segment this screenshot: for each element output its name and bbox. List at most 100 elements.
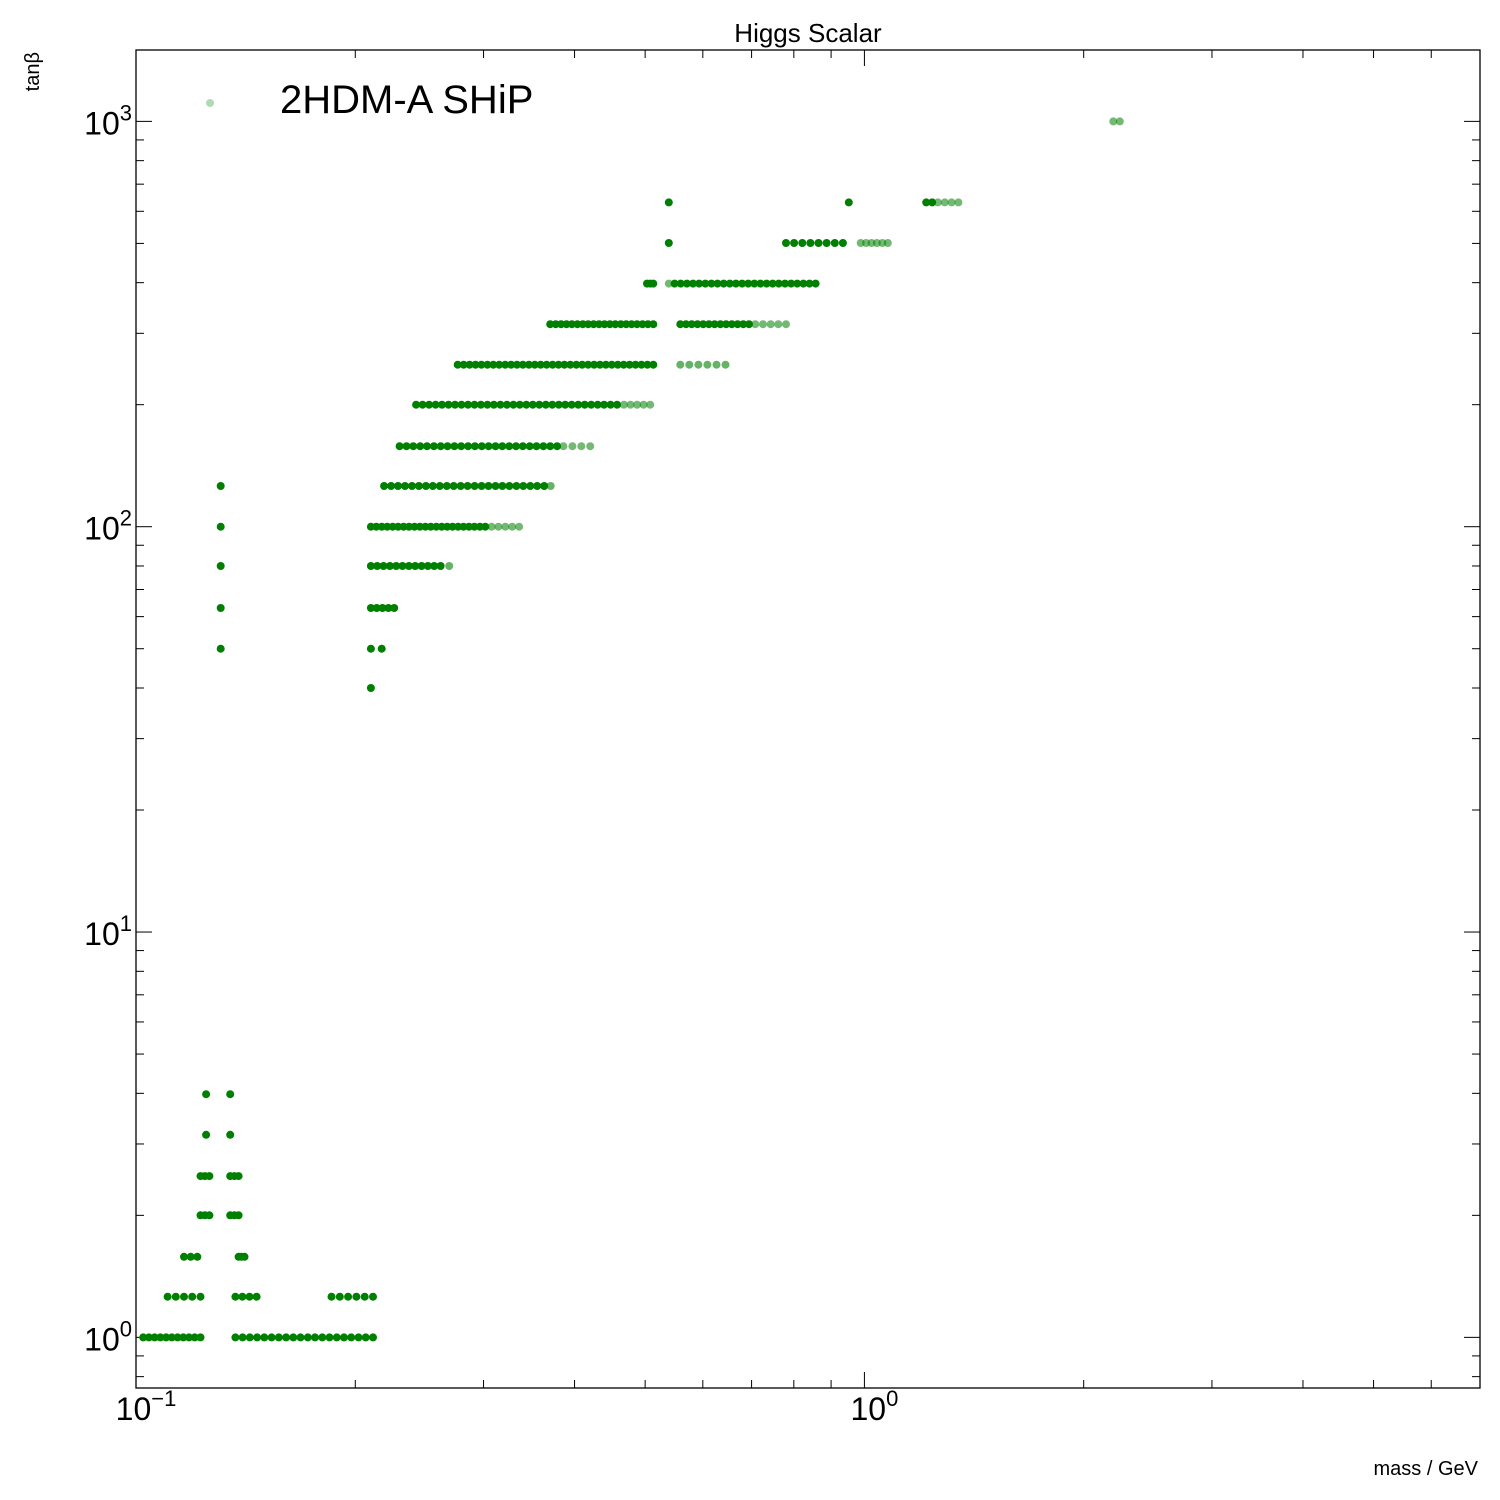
- data-point: [922, 198, 931, 207]
- data-point: [494, 522, 503, 531]
- data-point: [524, 360, 533, 369]
- legend-marker: [206, 99, 214, 107]
- data-point: [459, 522, 468, 531]
- data-point: [586, 442, 595, 451]
- data-point: [398, 562, 407, 570]
- data-point: [415, 522, 424, 531]
- data-point: [568, 442, 577, 451]
- data-point: [216, 644, 225, 653]
- data-point: [515, 400, 524, 409]
- data-point: [844, 198, 853, 207]
- data-point: [430, 562, 439, 570]
- data-point: [872, 239, 881, 247]
- data-point: [385, 562, 394, 570]
- legend: 2HDM-A SHiP: [206, 78, 533, 122]
- data-point: [721, 360, 730, 369]
- data-point: [727, 320, 736, 329]
- data-point: [234, 1211, 243, 1220]
- data-point: [226, 1130, 235, 1139]
- data-point: [438, 400, 446, 409]
- data-point: [509, 400, 518, 409]
- data-point: [383, 522, 392, 531]
- data-point: [442, 482, 451, 490]
- data-point: [202, 1090, 211, 1099]
- data-point: [676, 360, 685, 369]
- data-point: [703, 360, 712, 369]
- data-point: [156, 1333, 165, 1342]
- data-point: [513, 360, 521, 369]
- data-point: [505, 482, 514, 490]
- y-tick-label: 103: [84, 100, 132, 141]
- data-point: [282, 1333, 291, 1342]
- data-point: [712, 360, 721, 369]
- data-point: [606, 400, 615, 409]
- data-point: [412, 400, 421, 409]
- data-point: [402, 442, 411, 451]
- data-point: [390, 604, 399, 612]
- data-point: [481, 522, 490, 531]
- data-point: [421, 482, 430, 490]
- data-point: [722, 320, 731, 329]
- data-point: [539, 442, 548, 451]
- data-point: [664, 279, 673, 288]
- data-point: [601, 360, 610, 369]
- data-point: [449, 482, 458, 490]
- data-point: [394, 482, 402, 490]
- data-point: [554, 400, 563, 409]
- y-tick-label: 100: [84, 1316, 132, 1357]
- data-point: [561, 400, 570, 409]
- plot-frame: [135, 49, 1481, 1389]
- data-point: [519, 482, 528, 490]
- data-point: [429, 442, 438, 451]
- data-point: [437, 522, 446, 531]
- data-point: [190, 1333, 199, 1342]
- data-point: [745, 320, 753, 329]
- data-point: [751, 320, 760, 329]
- data-point: [600, 400, 609, 409]
- data-point: [782, 320, 790, 329]
- data-point: [202, 1130, 211, 1139]
- data-point: [180, 1292, 188, 1301]
- data-point: [366, 562, 375, 570]
- data-point: [417, 562, 426, 570]
- data-point: [253, 1333, 262, 1342]
- data-point: [738, 279, 747, 288]
- data-point: [554, 360, 563, 369]
- data-point: [501, 360, 510, 369]
- data-point: [378, 604, 387, 612]
- data-point: [435, 482, 444, 490]
- data-point: [411, 562, 420, 570]
- data-point: [535, 400, 544, 409]
- data-point: [377, 644, 386, 653]
- data-point: [366, 684, 375, 692]
- data-point: [444, 400, 453, 409]
- data-point: [762, 279, 771, 288]
- data-point: [216, 562, 225, 570]
- data-point: [664, 239, 673, 247]
- data-point: [502, 400, 511, 409]
- data-point: [560, 360, 569, 369]
- data-point: [567, 320, 576, 329]
- data-point: [465, 360, 474, 369]
- data-point: [484, 482, 493, 490]
- data-point: [185, 1333, 193, 1342]
- data-point: [457, 400, 466, 409]
- data-point: [1115, 117, 1124, 126]
- data-point: [664, 198, 673, 207]
- data-point: [546, 482, 555, 490]
- data-point: [451, 400, 459, 409]
- data-point: [245, 1333, 254, 1342]
- data-point: [180, 1252, 188, 1261]
- data-point: [448, 522, 457, 531]
- data-point: [347, 1333, 356, 1342]
- data-point: [471, 360, 480, 369]
- data-point: [483, 360, 492, 369]
- data-point: [512, 482, 521, 490]
- data-point: [369, 1333, 377, 1342]
- data-point: [193, 1252, 202, 1261]
- data-point: [619, 400, 628, 409]
- data-point: [774, 279, 783, 288]
- data-point: [205, 1211, 214, 1220]
